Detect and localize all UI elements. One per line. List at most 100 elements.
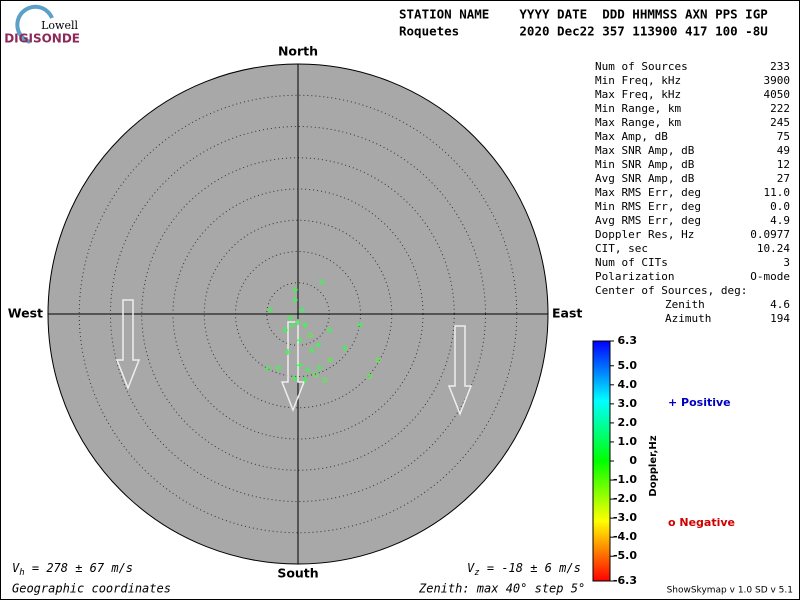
source-positive [342, 345, 349, 352]
colorbar-tick-label: 1.0 [618, 435, 638, 448]
colorbar-tick-label: 6.3 [618, 334, 638, 347]
colorbar-title: Doppler,Hz [648, 435, 659, 496]
source-positive [315, 341, 322, 348]
source-positive [316, 364, 323, 371]
colorbar-tick-label: -2.0 [613, 492, 637, 505]
logo-top: Lowell [41, 19, 78, 32]
header-line: Roquetes 2020 Dec22 357 113900 417 100 -… [399, 24, 768, 39]
center-value: 4.6 [770, 298, 790, 311]
legend-positive: + Positive [668, 396, 731, 409]
colorbar-tick-label: 2.0 [618, 416, 638, 429]
stat-label: Min RMS Err, deg [595, 200, 701, 213]
center-title: Center of Sources, deg: [595, 284, 747, 297]
source-negative [375, 357, 381, 363]
stat-value: 4050 [764, 88, 791, 101]
stat-value: 10.24 [757, 242, 790, 255]
stat-value: 4.9 [770, 214, 790, 227]
source-positive [298, 307, 305, 314]
source-negative [322, 377, 328, 383]
stat-label: Max Range, km [595, 116, 681, 129]
stat-value: O-mode [750, 270, 790, 283]
stat-value: 245 [770, 116, 790, 129]
stat-label: Min Freq, kHz [595, 74, 681, 87]
vh-text: = 278 ± 67 m/s [25, 561, 133, 575]
north-label: North [278, 44, 318, 59]
stat-label: Min Range, km [595, 102, 681, 115]
logo-bottom: DIGISONDE [4, 32, 80, 46]
colorbar-tick-label: -6.3 [613, 574, 637, 587]
vz-symbol: V [467, 561, 475, 575]
stat-label: Max SNR Amp, dB [595, 144, 695, 157]
stat-value: 11.0 [764, 186, 791, 199]
vz-label: Vz = -18 ± 6 m/s [467, 561, 581, 578]
colorbar-tick-label: -5.0 [613, 549, 637, 562]
source-positive [267, 307, 274, 314]
colorbar-tick-label: -3.0 [613, 511, 637, 524]
source-positive [326, 327, 333, 334]
source-positive [284, 349, 291, 356]
stat-value: 3900 [764, 74, 791, 87]
stat-label: Avg RMS Err, deg [595, 214, 701, 227]
colorbar-tick-label: 3.0 [618, 397, 638, 410]
source-positive [292, 296, 299, 303]
source-positive [295, 319, 301, 326]
velocity-arrow [447, 325, 473, 417]
source-negative [307, 332, 313, 338]
source-positive [296, 362, 303, 369]
source-positive [296, 337, 303, 344]
colorbar-tick-label: -4.0 [613, 530, 637, 543]
center-value: 194 [770, 312, 790, 325]
vh-label: Vh = 278 ± 67 m/s [12, 561, 133, 578]
source-positive [357, 321, 364, 328]
stat-label: Min SNR Amp, dB [595, 158, 695, 171]
colorbar-tick-label: -1.0 [613, 473, 637, 486]
colorbar-tick-label: 0 [629, 454, 637, 467]
vh-sub: h [19, 568, 24, 578]
source-positive [301, 376, 308, 383]
colorbar-tick-label: 5.0 [618, 359, 638, 372]
vh-symbol: V [12, 561, 20, 575]
stat-value: 0.0977 [750, 228, 790, 241]
footer-mid: Zenith: max 40° step 5° [418, 582, 585, 596]
velocity-arrow [115, 299, 141, 391]
stat-label: Avg SNR Amp, dB [595, 172, 695, 185]
logo-swoosh [15, 4, 54, 44]
east-label: East [552, 306, 582, 321]
stat-value: 222 [770, 102, 790, 115]
stat-value: 75 [777, 130, 790, 143]
footer-left: Geographic coordinates [12, 582, 171, 596]
stat-value: 233 [770, 60, 790, 73]
source-positive [287, 314, 294, 321]
colorbar-tick-label: 4.0 [618, 378, 638, 391]
legend-negative: o Negative [668, 516, 735, 529]
header-line: STATION NAME YYYY DATE DDD HHMMSS AXN PP… [399, 7, 768, 22]
stat-label: Max RMS Err, deg [595, 186, 701, 199]
stat-label: Doppler Res, Hz [595, 228, 694, 241]
source-positive [282, 327, 289, 334]
source-negative [312, 372, 318, 378]
source-positive [265, 365, 272, 372]
south-label: South [277, 566, 318, 581]
center-label: Zenith [665, 298, 705, 311]
stat-label: Num of Sources [595, 60, 688, 73]
skymap-plot [47, 63, 549, 565]
stat-value: 27 [777, 172, 790, 185]
stat-value: 0.0 [770, 200, 790, 213]
stat-value: 3 [783, 256, 790, 269]
stat-label: Max Freq, kHz [595, 88, 681, 101]
source-positive [301, 322, 308, 329]
source-positive [275, 365, 282, 372]
source-positive [289, 322, 296, 329]
source-positive [308, 347, 315, 354]
vz-sub: z [474, 568, 479, 578]
velocity-arrow [280, 321, 306, 413]
stat-label: Num of CITs [595, 256, 668, 269]
stat-label: Polarization [595, 270, 674, 283]
source-positive [304, 367, 311, 374]
stat-label: CIT, sec [595, 242, 648, 255]
stat-value: 49 [777, 144, 790, 157]
colorbar [592, 340, 611, 582]
stat-value: 12 [777, 158, 790, 171]
source-positive [291, 375, 298, 382]
